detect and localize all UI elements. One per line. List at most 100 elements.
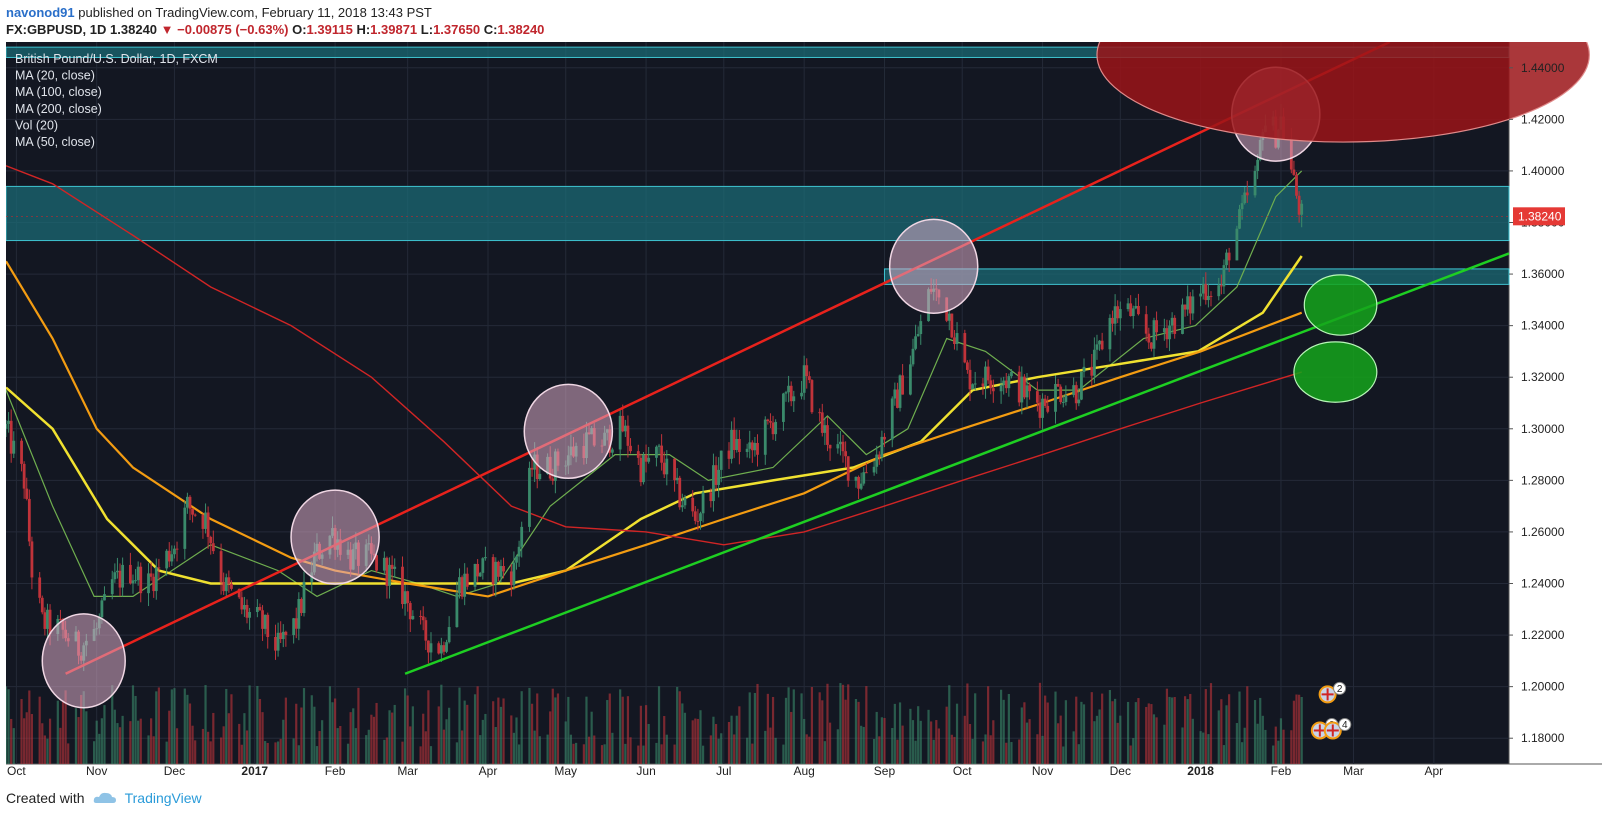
volume-bar [1209, 683, 1213, 764]
volume-bar [756, 683, 759, 764]
volume-bar [730, 715, 733, 764]
volume-bar [155, 691, 158, 764]
candle-body [292, 618, 296, 636]
volume-bar [738, 706, 741, 764]
volume-bar [1204, 689, 1207, 764]
volume-bar [1007, 694, 1010, 764]
volume-bar [520, 691, 523, 764]
candle-body [984, 366, 987, 387]
volume-bar [590, 711, 593, 764]
volume-bar [774, 737, 777, 764]
highlight-ellipse-0 [41, 613, 126, 709]
volume-bar [258, 698, 262, 764]
chart-area[interactable]: 2241.180001.200001.220001.240001.260001.… [4, 0, 1602, 778]
candle-body [1165, 328, 1169, 340]
candle-body [201, 515, 205, 529]
volume-bar [1274, 726, 1277, 764]
candle-body [439, 645, 443, 654]
target-ellipse-green-1 [1293, 341, 1378, 403]
volume-bar [1101, 693, 1104, 764]
volume-bar [1152, 714, 1156, 764]
volume-bar [1155, 717, 1158, 764]
volume-bar [694, 718, 697, 764]
volume-bar [637, 745, 640, 764]
volume-bar [987, 686, 990, 764]
volume-bar [554, 697, 557, 764]
candle-body [460, 577, 464, 597]
candle-body [12, 440, 16, 454]
candle-body [1297, 195, 1301, 215]
volume-bar [932, 739, 935, 764]
volume-bar [227, 713, 230, 764]
candle-body [963, 333, 967, 363]
candle-body [170, 554, 174, 562]
volume-bar [948, 685, 951, 764]
candle-body [880, 436, 884, 458]
candle-body [110, 579, 114, 595]
candle-body [655, 446, 658, 458]
candle-body [1186, 296, 1190, 310]
candle-body [1056, 383, 1060, 387]
volume-bar [204, 685, 207, 764]
volume-bar [1217, 710, 1220, 764]
volume-bar [764, 730, 767, 764]
volume-bar [284, 697, 287, 764]
volume-bar [1059, 715, 1062, 764]
volume-bar [458, 687, 461, 764]
candle-body [621, 415, 625, 432]
volume-bar [168, 710, 171, 764]
candle-body [629, 445, 632, 452]
price-chart[interactable]: 2241.180001.200001.220001.240001.260001.… [4, 0, 1602, 778]
volume-bar [473, 694, 477, 764]
candle-body [175, 548, 179, 550]
candle-body [165, 550, 169, 569]
candle-body [1245, 192, 1249, 196]
volume-bar [836, 729, 839, 764]
candle-body [1227, 252, 1231, 261]
price-tick-label: 1.28000 [1521, 473, 1565, 487]
candle-body [429, 643, 433, 653]
price-tick-label: 1.40000 [1521, 164, 1565, 178]
candle-body [1126, 303, 1130, 310]
volume-bar [64, 690, 67, 764]
volume-bar [556, 693, 560, 764]
candle-body [1256, 159, 1260, 171]
candle-body [1170, 317, 1174, 326]
volume-bar [803, 718, 806, 764]
candle-body [1098, 340, 1101, 345]
candle-body [1090, 366, 1094, 376]
volume-bar [787, 687, 790, 764]
zone-rect-0 [5, 185, 1510, 242]
candle-body [128, 564, 132, 584]
volume-bar [121, 715, 124, 764]
volume-bar [587, 736, 591, 764]
volume-bar [1044, 695, 1047, 764]
candle-body [1207, 295, 1210, 301]
volume-bar [955, 703, 959, 764]
volume-bar [1165, 688, 1169, 764]
volume-bar [546, 734, 549, 764]
candle-body [782, 393, 785, 422]
candle-body [673, 458, 676, 481]
volume-bar [1243, 727, 1246, 764]
volume-bar [445, 719, 448, 764]
volume-bar [735, 715, 738, 764]
candle-body [1116, 306, 1120, 319]
volume-bar [642, 745, 645, 764]
publisher-link[interactable]: navonod91 [6, 5, 75, 20]
candle-body [491, 557, 495, 585]
volume-bar [111, 685, 114, 764]
candle-body [1108, 317, 1112, 350]
volume-bar [989, 735, 992, 764]
candle-body [1061, 401, 1065, 403]
volume-bar [173, 688, 176, 764]
volume-bar [847, 684, 850, 764]
volume-bar [1168, 696, 1171, 764]
candle-body [1134, 305, 1138, 309]
volume-bar [282, 719, 285, 764]
volume-bar [971, 738, 974, 764]
legend-item-4: Vol (20) [15, 118, 58, 132]
highlight-ellipse-1 [290, 489, 380, 585]
candle-body [1240, 203, 1244, 210]
tradingview-link[interactable]: TradingView [124, 790, 202, 806]
